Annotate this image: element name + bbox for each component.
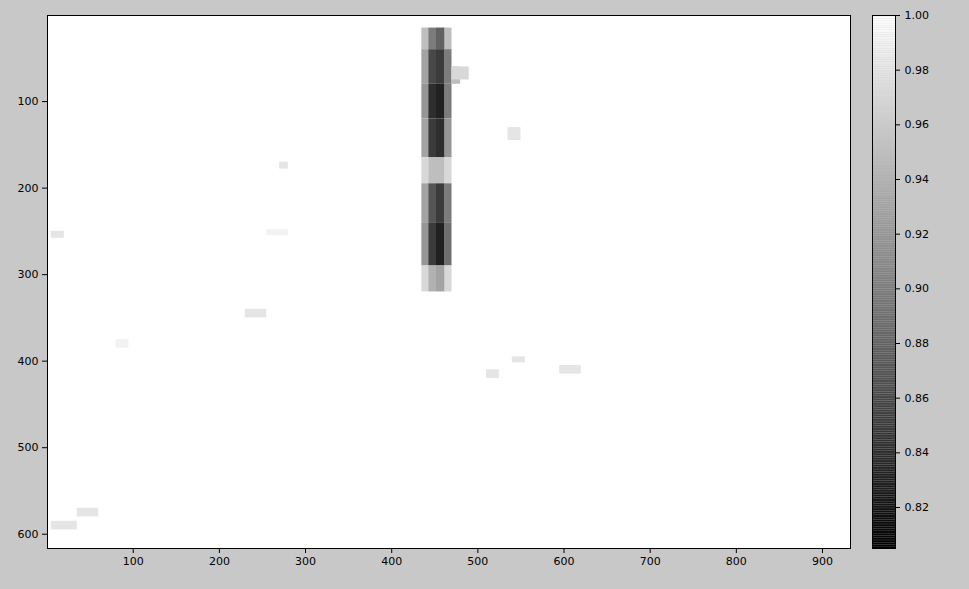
svg-text:1.00: 1.00 [905,9,930,22]
svg-text:100: 100 [18,95,39,108]
svg-text:300: 300 [295,555,316,568]
svg-text:400: 400 [381,555,402,568]
svg-text:0.86: 0.86 [905,392,930,405]
svg-text:0.82: 0.82 [905,501,930,514]
svg-text:600: 600 [554,555,575,568]
svg-text:300: 300 [18,268,39,281]
svg-text:600: 600 [18,528,39,541]
svg-text:0.94: 0.94 [905,173,930,186]
svg-text:400: 400 [18,355,39,368]
svg-text:0.92: 0.92 [905,228,930,241]
svg-text:0.98: 0.98 [905,64,930,77]
svg-text:500: 500 [467,555,488,568]
svg-text:0.90: 0.90 [905,282,930,295]
svg-text:0.96: 0.96 [905,118,930,131]
svg-text:200: 200 [209,555,230,568]
svg-text:100: 100 [123,555,144,568]
svg-text:500: 500 [18,441,39,454]
svg-text:0.84: 0.84 [905,446,930,459]
svg-text:700: 700 [640,555,661,568]
svg-text:200: 200 [18,182,39,195]
svg-text:800: 800 [726,555,747,568]
svg-text:900: 900 [812,555,833,568]
svg-text:0.88: 0.88 [905,337,930,350]
